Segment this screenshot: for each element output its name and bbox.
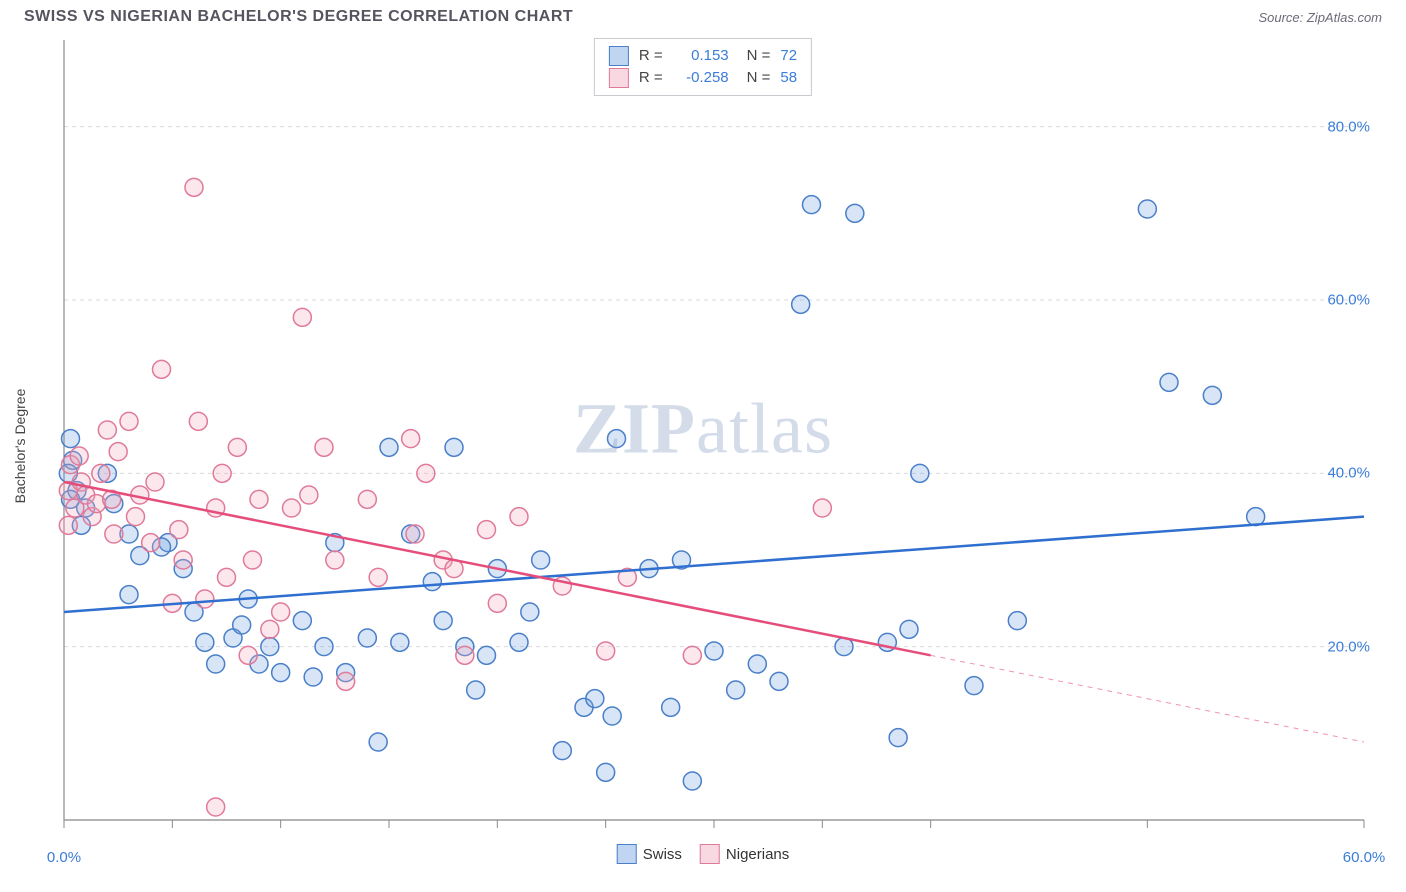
n-label: N = bbox=[747, 67, 771, 89]
legend-stats: R = 0.153 N = 72 R = -0.258 N = 58 bbox=[594, 38, 812, 96]
y-tick-label: 80.0% bbox=[1327, 118, 1370, 135]
legend-label-swiss: Swiss bbox=[643, 846, 682, 863]
n-label: N = bbox=[747, 45, 771, 67]
y-axis-label: Bachelor's Degree bbox=[12, 389, 28, 504]
legend-stats-row-swiss: R = 0.153 N = 72 bbox=[609, 45, 797, 67]
chart-title: SWISS VS NIGERIAN BACHELOR'S DEGREE CORR… bbox=[24, 8, 573, 26]
chart-container: Bachelor's Degree ZIPatlas R = 0.153 N =… bbox=[24, 30, 1382, 862]
legend-item-nigerians: Nigerians bbox=[700, 844, 789, 864]
r-value-swiss: 0.153 bbox=[673, 45, 729, 67]
swatch-nigerians-bottom bbox=[700, 844, 720, 864]
n-value-nigerians: 58 bbox=[780, 67, 797, 89]
swatch-nigerians bbox=[609, 68, 629, 88]
x-tick-label: 0.0% bbox=[47, 849, 81, 866]
scatter-plot-svg bbox=[24, 30, 1382, 830]
legend-label-nigerians: Nigerians bbox=[726, 846, 789, 863]
y-tick-label: 60.0% bbox=[1327, 292, 1370, 309]
swatch-swiss-bottom bbox=[617, 844, 637, 864]
legend-stats-row-nigerians: R = -0.258 N = 58 bbox=[609, 67, 797, 89]
r-label: R = bbox=[639, 67, 663, 89]
legend-item-swiss: Swiss bbox=[617, 844, 682, 864]
legend-series: Swiss Nigerians bbox=[617, 844, 790, 864]
r-value-nigerians: -0.258 bbox=[673, 67, 729, 89]
x-tick-label: 60.0% bbox=[1343, 849, 1386, 866]
y-tick-label: 40.0% bbox=[1327, 465, 1370, 482]
swatch-swiss bbox=[609, 46, 629, 66]
source-label: Source: ZipAtlas.com bbox=[1258, 10, 1382, 25]
y-tick-label: 20.0% bbox=[1327, 638, 1370, 655]
r-label: R = bbox=[639, 45, 663, 67]
n-value-swiss: 72 bbox=[780, 45, 797, 67]
